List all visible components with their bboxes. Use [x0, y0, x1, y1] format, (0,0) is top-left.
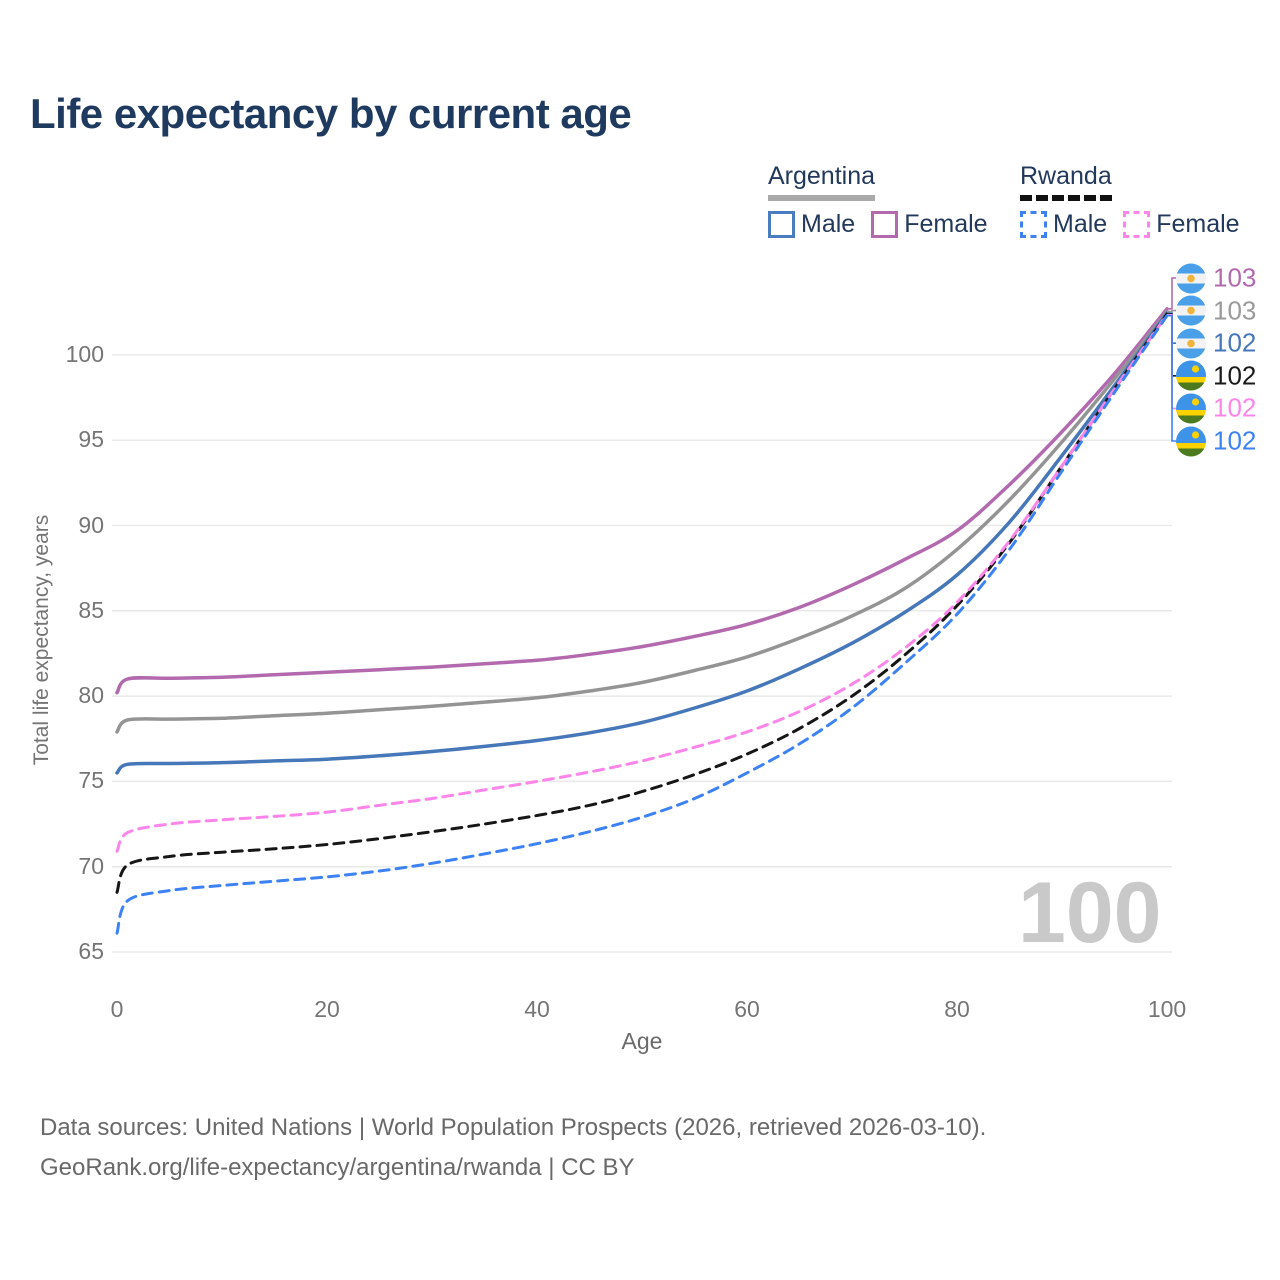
- end-value-label: 102: [1213, 327, 1257, 358]
- series-line-argentina-male[interactable]: [115, 311, 1169, 775]
- legend-item-label: Male: [1053, 210, 1108, 238]
- x-tick-40: 40: [524, 996, 550, 1022]
- label-connector: [1167, 309, 1176, 313]
- series-line-rwanda-total[interactable]: [115, 312, 1169, 894]
- page-title: Life expectancy by current age: [30, 90, 632, 137]
- y-axis-title: Total life expectancy, years: [30, 514, 53, 766]
- legend-group-argentina: Argentina Male Female: [768, 162, 988, 239]
- rwanda-flag-icon: [1176, 393, 1206, 424]
- end-label-argentina-male: 102: [1176, 328, 1256, 359]
- label-connector: [1167, 314, 1176, 442]
- series-line-argentina-female[interactable]: [115, 307, 1169, 695]
- end-label-argentina-female: 103: [1176, 263, 1256, 294]
- y-tick-95: 95: [78, 426, 104, 453]
- legend-item-rwanda-female[interactable]: Female: [1123, 210, 1240, 239]
- y-tick-70: 70: [78, 852, 104, 879]
- y-tick-100: 100: [65, 340, 104, 367]
- end-label-argentina-total: 103: [1176, 295, 1256, 326]
- attribution-line: GeoRank.org/life-expectancy/argentina/rw…: [40, 1154, 635, 1181]
- dashed-line-swatch-icon: [1123, 211, 1151, 238]
- end-label-rwanda-male: 102: [1176, 426, 1256, 457]
- legend-item-rwanda-male[interactable]: Male: [1020, 210, 1107, 239]
- end-value-label: 102: [1213, 392, 1257, 423]
- series-line-rwanda-female[interactable]: [115, 313, 1169, 853]
- x-tick-80: 80: [944, 996, 970, 1022]
- legend-country-argentina[interactable]: Argentina: [768, 162, 876, 201]
- end-label-rwanda-total: 102: [1176, 360, 1256, 391]
- legend-group-rwanda: Rwanda Male Female: [1020, 162, 1240, 239]
- footer: Data sources: United Nations | World Pop…: [40, 1108, 986, 1188]
- end-value-label: 102: [1213, 360, 1257, 391]
- end-value-label: 103: [1213, 295, 1257, 326]
- legend-item-argentina-female[interactable]: Female: [871, 210, 988, 239]
- legend-item-argentina-male[interactable]: Male: [768, 210, 855, 239]
- solid-line-swatch-icon: [871, 211, 899, 238]
- y-tick-85: 85: [78, 596, 104, 623]
- legend-country-rwanda[interactable]: Rwanda: [1020, 162, 1112, 201]
- series-line-rwanda-male[interactable]: [115, 314, 1169, 935]
- legend-item-label: Male: [801, 210, 856, 238]
- end-label-rwanda-female: 102: [1176, 393, 1256, 424]
- argentina-flag-icon: [1176, 263, 1206, 293]
- end-value-label: 103: [1213, 262, 1257, 293]
- legend-item-label: Female: [1156, 210, 1240, 238]
- x-tick-0: 0: [110, 996, 124, 1022]
- y-tick-90: 90: [78, 511, 104, 538]
- rwanda-flag-icon: [1176, 360, 1206, 391]
- dashed-line-swatch-icon: [1020, 211, 1047, 238]
- rwanda-flag-icon: [1176, 426, 1206, 456]
- x-tick-20: 20: [314, 996, 340, 1022]
- series-line-argentina-total[interactable]: [115, 309, 1169, 734]
- data-sources-line: Data sources: United Nations | World Pop…: [40, 1114, 987, 1141]
- y-tick-65: 65: [78, 938, 104, 964]
- y-tick-75: 75: [78, 767, 104, 794]
- x-axis-title: Age: [621, 1028, 663, 1054]
- label-connector: [1167, 277, 1176, 310]
- legend-item-label: Female: [904, 210, 988, 238]
- age-counter-watermark: 100: [1018, 865, 1162, 961]
- y-tick-80: 80: [78, 682, 104, 709]
- argentina-flag-icon: [1176, 295, 1206, 326]
- x-tick-100: 100: [1147, 996, 1187, 1022]
- x-tick-60: 60: [734, 996, 760, 1022]
- solid-line-swatch-icon: [768, 211, 795, 238]
- end-value-label: 102: [1213, 425, 1257, 456]
- argentina-flag-icon: [1176, 328, 1206, 359]
